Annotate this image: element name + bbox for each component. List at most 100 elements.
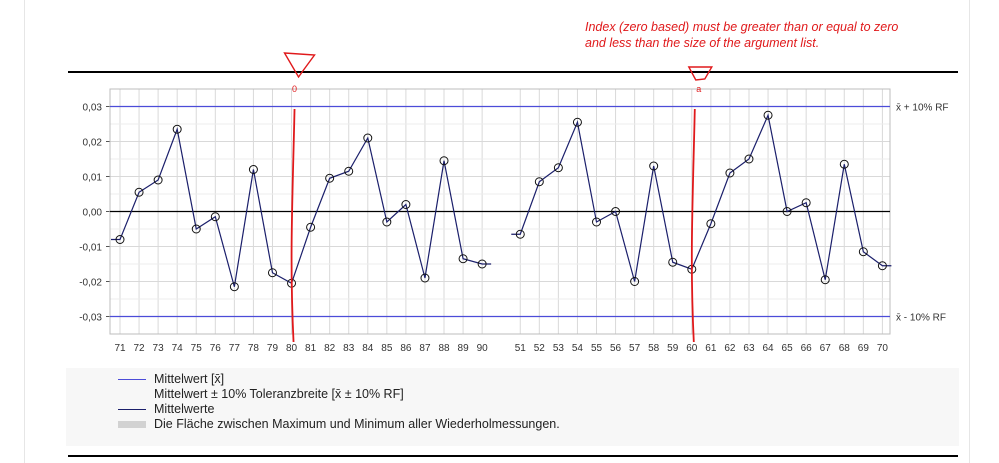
x-tick-label: 61 xyxy=(705,343,717,354)
y-tick-label: 0,00 xyxy=(83,208,103,219)
data-point xyxy=(229,282,239,292)
error-message-line-1: Index (zero based) must be greater than … xyxy=(585,20,899,34)
x-tick-label: 87 xyxy=(419,343,431,354)
markup-label: 0 xyxy=(292,84,297,94)
legend-label-mean: Mittelwert [x̄] xyxy=(154,372,225,386)
markup-triangle xyxy=(283,52,316,79)
legend-swatch-band xyxy=(118,421,146,428)
data-point xyxy=(363,133,373,143)
x-tick-label: 63 xyxy=(743,343,755,354)
data-point xyxy=(267,268,277,278)
markup-vertical-stroke xyxy=(690,108,696,343)
y-tick-label: -0,02 xyxy=(79,278,102,289)
data-point xyxy=(534,177,544,187)
data-point xyxy=(801,198,811,208)
series-line xyxy=(111,127,492,287)
data-point xyxy=(611,207,621,216)
data-point xyxy=(344,166,354,176)
x-tick-label: 52 xyxy=(534,343,546,354)
lower-limit-label: x̄ - 10% RF xyxy=(896,313,946,324)
x-tick-label: 54 xyxy=(572,343,584,354)
data-point xyxy=(439,156,449,166)
x-tick-label: 86 xyxy=(400,343,412,354)
data-point xyxy=(153,175,163,185)
x-tick-label: 68 xyxy=(839,343,851,354)
data-point xyxy=(115,235,125,244)
data-point xyxy=(877,261,887,271)
data-point xyxy=(306,222,316,232)
page-left-border xyxy=(24,0,25,463)
data-point xyxy=(553,163,563,173)
x-tick-label: 74 xyxy=(172,343,184,354)
data-point xyxy=(592,217,601,227)
page-right-border xyxy=(969,0,970,463)
series-line xyxy=(511,113,892,282)
x-tick-label: 51 xyxy=(515,343,527,354)
x-tick-label: 67 xyxy=(820,343,832,354)
legend-panel xyxy=(66,368,959,446)
data-point xyxy=(420,273,430,283)
x-tick-label: 70 xyxy=(877,343,889,354)
x-tick-label: 62 xyxy=(724,343,736,354)
data-point xyxy=(134,187,144,197)
legend: Mittelwert [x̄] Mittelwert ± 10% Toleran… xyxy=(118,372,560,432)
y-tick-label: 0,01 xyxy=(83,173,103,184)
data-point xyxy=(458,254,468,264)
legend-swatch-mean xyxy=(118,379,146,380)
data-point xyxy=(477,259,487,269)
data-point xyxy=(401,200,411,209)
data-point xyxy=(515,229,525,239)
chart-top-rule xyxy=(68,71,958,73)
x-tick-label: 83 xyxy=(343,343,355,354)
data-point xyxy=(210,212,220,222)
data-point xyxy=(668,257,678,267)
x-tick-label: 77 xyxy=(229,343,241,354)
data-point xyxy=(248,165,258,174)
x-tick-label: 84 xyxy=(362,343,374,354)
data-point xyxy=(172,124,182,134)
x-tick-label: 72 xyxy=(133,343,145,354)
data-point xyxy=(706,219,716,229)
data-point xyxy=(630,277,640,286)
markup-vertical-stroke xyxy=(290,108,296,343)
x-tick-label: 60 xyxy=(686,343,698,354)
y-tick-label: -0,03 xyxy=(79,313,102,324)
legend-item-mean: Mittelwert [x̄] xyxy=(118,372,560,387)
data-point xyxy=(763,110,773,120)
x-tick-label: 78 xyxy=(248,343,260,354)
data-point xyxy=(649,161,659,171)
x-tick-label: 55 xyxy=(591,343,603,354)
markup-marker-80: 0 xyxy=(283,52,316,343)
chart-bottom-rule xyxy=(68,455,958,457)
x-tick-label: 75 xyxy=(191,343,203,354)
legend-label-means: Mittelwerte xyxy=(154,402,215,416)
x-tick-label: 58 xyxy=(648,343,660,354)
markup-triangle xyxy=(687,66,714,81)
x-tick-label: 65 xyxy=(782,343,794,354)
legend-item-range-band: Die Fläche zwischen Maximum und Minimum … xyxy=(118,417,560,432)
x-tick-label: 59 xyxy=(667,343,679,354)
markup-label: a xyxy=(696,84,701,94)
legend-item-tolerance: Mittelwert ± 10% Toleranzbreite [x̄ ± 10… xyxy=(118,387,560,402)
upper-limit-label: x̄ + 10% RF xyxy=(896,103,949,114)
legend-label-tolerance: Mittelwert ± 10% Toleranzbreite [x̄ ± 10… xyxy=(154,387,404,401)
data-point xyxy=(725,168,735,178)
x-tick-label: 89 xyxy=(458,343,470,354)
x-tick-label: 80 xyxy=(286,343,298,354)
x-tick-label: 81 xyxy=(305,343,317,354)
control-chart: -0,03 -0,02 -0,01 0,00 0,01 0,02 0,03 x̄ + 10% … xyxy=(79,52,949,354)
data-point xyxy=(782,207,792,216)
x-tick-label: 56 xyxy=(610,343,622,354)
data-point xyxy=(325,173,335,183)
data-point xyxy=(839,159,849,169)
data-point xyxy=(191,224,201,234)
legend-item-means: Mittelwerte xyxy=(118,402,560,417)
data-point xyxy=(382,217,392,227)
x-tick-label: 82 xyxy=(324,343,336,354)
y-tick-label: -0,01 xyxy=(79,243,102,254)
x-tick-label: 90 xyxy=(477,343,489,354)
data-point xyxy=(820,275,830,285)
x-tick-label: 71 xyxy=(114,343,126,354)
markup-marker-60: a xyxy=(687,66,714,343)
x-tick-label: 88 xyxy=(438,343,450,354)
